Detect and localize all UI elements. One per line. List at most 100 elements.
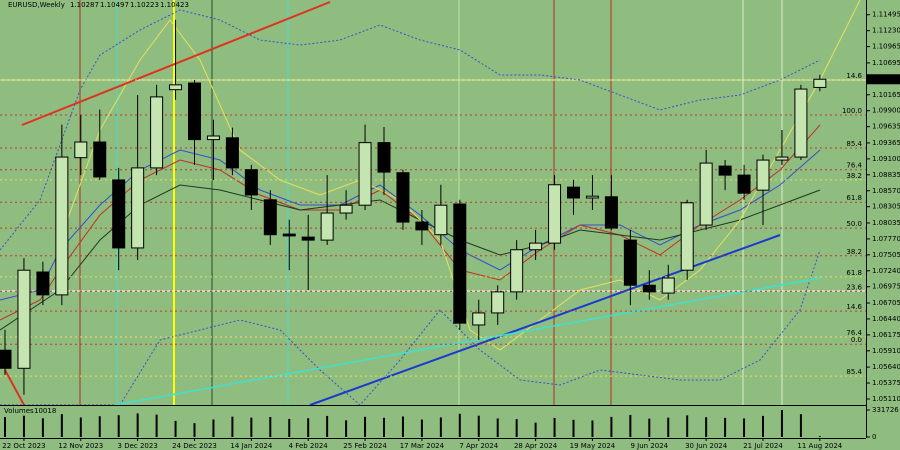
candle-body (415, 221, 429, 231)
candle-body (434, 204, 448, 236)
header: EURUSD,Weekly 1.10287 1.10497 1.10223 1.… (8, 1, 189, 9)
candle-body (112, 179, 126, 249)
candle-body (206, 135, 220, 141)
candle-body (0, 349, 12, 369)
candle-body (794, 88, 808, 158)
x-tick-label: 24 Dec 2023 (172, 442, 217, 450)
candle-body (377, 142, 391, 173)
y-tick-label: 1.10695 (872, 59, 900, 67)
volume-current: 10018 (34, 407, 56, 415)
candle-body (548, 184, 562, 244)
candle-body (604, 196, 618, 229)
volume-label: Volumes (4, 407, 34, 415)
candle-body (472, 312, 486, 326)
fib-label: 100.0 (842, 107, 862, 115)
bollinger-band (0, 249, 821, 406)
x-tick-label: 7 Apr 2024 (459, 442, 498, 450)
header-low: 1.10223 (130, 1, 159, 9)
candle-body (813, 78, 827, 88)
candle-body (453, 203, 467, 324)
candle-body (358, 142, 372, 206)
x-tick-label: 17 Mar 2024 (400, 442, 445, 450)
fib-label: 85.4 (846, 368, 862, 376)
y-tick-label: 1.09635 (872, 123, 900, 131)
candle-body (491, 291, 505, 314)
x-tick-label: 22 Oct 2023 (2, 442, 45, 450)
y-tick-label: 1.09365 (872, 139, 900, 147)
candle-body (301, 236, 315, 241)
fib-label: 61.8 (846, 194, 862, 202)
trend-line (4, 369, 25, 406)
fib-label: 38.2 (846, 248, 862, 256)
y-tick-label: 1.11495 (872, 11, 900, 19)
trend-line (309, 234, 781, 406)
fib-label: 76.4 (846, 329, 862, 337)
fib-label: 85.4 (846, 140, 862, 148)
y-tick-label: 1.09100 (872, 155, 900, 163)
y-tick-label: 1.05640 (872, 363, 900, 371)
price-marker-label: 1.10423 (870, 75, 899, 83)
x-tick-label: 3 Dec 2023 (118, 442, 158, 450)
y-tick-label: 1.07240 (872, 267, 900, 275)
y-tick-label: 1.10165 (872, 91, 900, 99)
y-tick-label: 1.08570 (872, 187, 900, 195)
x-tick-label: 9 Jun 2024 (630, 442, 668, 450)
candle-body (661, 277, 675, 294)
fib-label: 23.6 (846, 283, 862, 291)
y-tick-label: 1.07505 (872, 251, 900, 259)
bollinger-band (0, 9, 821, 251)
fib-label: 50.0 (846, 220, 862, 228)
candle-body (74, 141, 88, 159)
x-tick-label: 21 Jul 2024 (743, 442, 783, 450)
x-tick-label: 19 May 2024 (570, 442, 616, 450)
candle-body (150, 96, 164, 169)
candle-body (756, 159, 770, 191)
y-tick-label: 1.11230 (872, 27, 900, 35)
candle-body (282, 233, 296, 237)
volume-tick-label: 331726 (872, 406, 899, 414)
y-tick-label: 1.10965 (872, 43, 900, 51)
y-tick-label: 1.08835 (872, 171, 900, 179)
y-tick-label: 1.05110 (872, 395, 900, 403)
fib-label: 76.4 (846, 162, 862, 170)
candle-body (737, 174, 751, 194)
fib-label: 38.2 (846, 172, 862, 180)
candle-body (17, 269, 31, 369)
y-tick-label: 1.09900 (872, 107, 900, 115)
header-open: 1.10287 (70, 1, 99, 9)
fib-label: 61.8 (846, 269, 862, 277)
candle-body (55, 156, 69, 296)
candle-body (244, 169, 258, 196)
y-tick-label: 1.08305 (872, 203, 900, 211)
y-tick-label: 1.08035 (872, 219, 900, 227)
candle-body (567, 186, 580, 199)
candle-body (225, 137, 239, 169)
candle-body (339, 204, 353, 214)
y-tick-label: 1.05910 (872, 347, 900, 355)
y-tick-label: 1.06440 (872, 315, 900, 323)
header-high: 1.10497 (100, 1, 129, 9)
y-tick-label: 1.06705 (872, 299, 900, 307)
candle-body (510, 249, 524, 293)
price-marker (866, 74, 900, 85)
candle-body (93, 141, 107, 178)
x-tick-label: 28 Apr 2024 (514, 442, 558, 450)
candle-body (188, 82, 201, 141)
y-tick-label: 1.06175 (872, 331, 900, 339)
y-tick-label: 1.06975 (872, 283, 900, 291)
symbol-title: EURUSD,Weekly (8, 1, 65, 9)
candle-body (36, 271, 50, 296)
candle-body (680, 202, 694, 271)
candle-body (320, 212, 334, 241)
x-tick-label: 25 Feb 2024 (343, 442, 387, 450)
candle-body (775, 156, 789, 161)
candle-body (718, 165, 732, 176)
x-tick-label: 14 Jan 2024 (230, 442, 273, 450)
y-tick-label: 1.07770 (872, 235, 900, 243)
candle-body (585, 195, 599, 199)
fib-label: 0.0 (851, 336, 862, 344)
x-tick-label: 30 Jun 2024 (685, 442, 728, 450)
volume-tick-label: 0 (872, 433, 876, 441)
